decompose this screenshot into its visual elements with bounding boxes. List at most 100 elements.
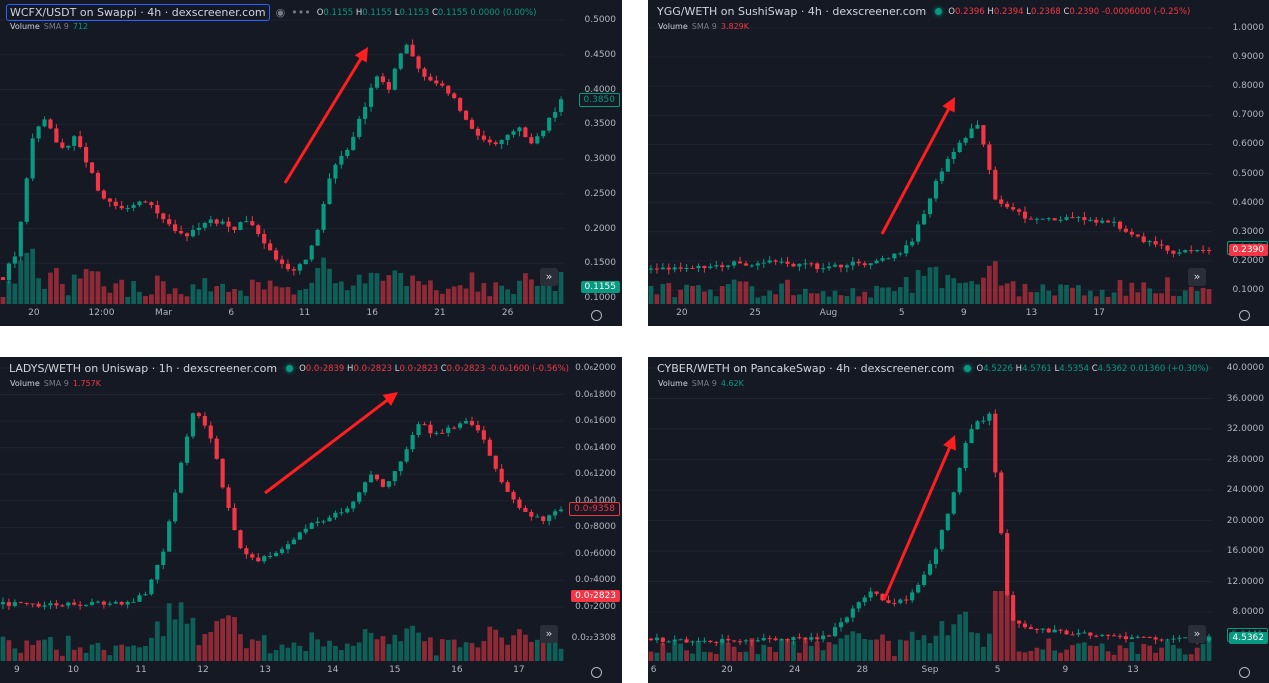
scroll-to-realtime-button[interactable]: » [1188,625,1206,643]
candle-body [107,603,112,605]
candle-body [868,591,873,598]
candle-body [826,635,832,637]
settings-gear-icon[interactable] [591,310,602,321]
candle-body [155,205,160,214]
price-axis[interactable]: 0.5000 0.4500 0.4000 0.3500 0.3000 0.2500 0.20… [564,0,622,304]
volume-bar [1135,653,1141,661]
candle-body [351,501,356,509]
price-axis[interactable]: 1.0000 0.9000 0.8000 0.7000 0.6000 0.5000 0.40… [1212,0,1269,304]
volume-bar [1081,642,1087,661]
candle-body [291,539,296,545]
volume-bar [404,285,410,304]
volume-bar [963,282,968,304]
volume-bar [362,283,368,304]
volume-bar [725,284,731,304]
chart-panel[interactable]: CYBER/WETH on PancakeSwap · 4h · dexscre… [648,357,1269,683]
volume-bar [89,271,95,304]
pair-title[interactable]: LADYS/WETH on Uniswap · 1h · dexscreener… [9,362,278,375]
time-tick-label: 9 [14,665,20,675]
volume-bar [154,275,160,304]
candle-body [892,602,897,604]
more-icon[interactable]: ••• [291,6,311,19]
candlestick-chart [0,19,564,304]
volume-bar [791,641,796,661]
scroll-to-realtime-button[interactable]: » [1188,268,1206,286]
time-axis[interactable]: 20 12:00 Mar 6 11 16 21 26 [0,304,564,326]
time-axis[interactable]: 6 20 24 28 Sep 5 9 13 [648,661,1212,683]
candle-body [167,521,172,552]
volume-bar [927,267,933,304]
volume-bar [1165,277,1170,304]
volume-bar [1105,296,1111,304]
red-arrow-head-icon [942,97,955,113]
scroll-to-realtime-button[interactable]: » [540,625,558,643]
settings-gear-icon[interactable] [1239,310,1250,321]
candle-body [969,429,974,444]
candle-body [987,144,992,170]
volume-bar [190,284,196,304]
volume-bar [648,285,654,304]
volume-value: 4.62K [720,379,744,388]
volume-bar [143,645,148,661]
pair-title[interactable]: YGG/WETH on SushiSwap · 4h · dexscreener… [657,5,927,18]
candle-body [178,462,184,493]
candle-body [184,436,190,463]
volume-bar [992,261,998,304]
time-axis[interactable]: 9 10 11 12 13 14 15 16 17 [0,661,564,683]
candle-body [1088,632,1093,636]
volume-bar [992,591,998,661]
scroll-to-realtime-button[interactable]: » [540,268,558,286]
chart-header: LADYS/WETH on Uniswap · 1h · dexscreener… [6,361,569,376]
candle-body [880,593,885,601]
volume-bar [552,290,558,304]
volume-bar [1206,636,1212,661]
candle-body [975,421,980,430]
candle-body [137,201,142,206]
candle-body [558,509,564,512]
candle-body [945,158,950,172]
price-tick-label: 0.0₆1800 [575,389,616,400]
volume-bar [463,642,469,661]
candle-body [499,140,504,145]
volume-bar [368,272,374,304]
volume-bar [785,279,790,304]
settings-gear-icon[interactable] [1239,667,1250,678]
candle-body [1076,633,1081,635]
chart-panel[interactable]: YGG/WETH on SushiSwap · 4h · dexscreener… [648,0,1269,326]
volume-bar [315,639,320,661]
candle-body [173,492,178,522]
candle-body [428,76,433,81]
candle-body [469,421,475,426]
candle-body [921,574,927,585]
price-axis[interactable]: 0.0₆2000 0.0₆1800 0.0₆1600 0.0₆1400 0.0₆1200… [564,357,622,661]
eye-icon[interactable]: ◉ [275,6,286,19]
volume-bar [95,271,101,304]
volume-bar [457,285,463,304]
volume-bar [202,278,208,304]
candle-body [553,111,558,118]
pair-title[interactable]: CYBER/WETH on PancakeSwap · 4h · dexscre… [657,362,955,375]
candle-body [428,424,433,434]
settings-gear-icon[interactable] [591,667,602,678]
volume-bar [826,296,832,304]
time-tick-label: 20 [676,308,688,318]
chart-panel[interactable]: LADYS/WETH on Uniswap · 1h · dexscreener… [0,357,622,683]
chart-panel[interactable]: WCFX/USDT on Swappi · 4h · dexscreener.c… [0,0,622,326]
candle-body [208,425,213,439]
volume-bar [457,647,463,661]
volume-bar [487,296,493,304]
volume-bar [1153,652,1158,661]
pair-title[interactable]: WCFX/USDT on Swappi · 4h · dexscreener.c… [6,4,270,21]
volume-bar [386,644,392,661]
volume-bar [1123,648,1129,661]
volume-label: Volume [10,379,40,388]
candle-body [250,221,255,226]
price-axis[interactable]: 40.0000 36.0000 32.0000 28.0000 24.0000 20.00… [1212,357,1269,661]
time-tick-label: 10 [67,665,80,675]
candle-body [36,126,41,139]
candle-body [137,595,142,602]
time-axis[interactable]: 20 25 Aug 5 9 13 17 [648,304,1212,326]
volume-bar [844,634,850,661]
candle-body [113,602,118,604]
volume-bar [1046,638,1052,661]
